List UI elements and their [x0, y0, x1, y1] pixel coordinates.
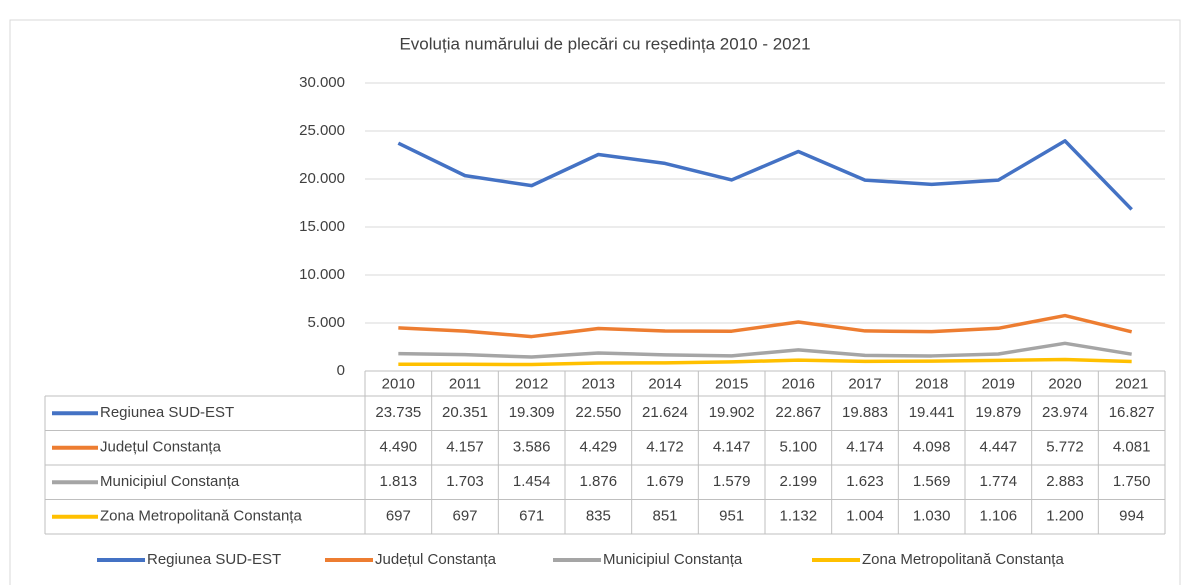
data-label: 23.735: [375, 404, 421, 421]
x-tick-label: 2013: [582, 375, 615, 392]
y-tick-label: 5.000: [307, 314, 345, 331]
data-label: 4.490: [380, 439, 418, 456]
chart-title: Evoluția numărului de plecări cu reședin…: [399, 34, 810, 53]
data-label: 951: [719, 508, 744, 525]
data-label: 1.876: [580, 473, 618, 490]
data-label: 20.351: [442, 404, 488, 421]
data-label: 697: [452, 508, 477, 525]
data-label: 19.309: [509, 404, 555, 421]
row-label: Zona Metropolitană Constanța: [100, 508, 302, 525]
data-label: 4.157: [446, 439, 484, 456]
data-label: 1.454: [513, 473, 551, 490]
data-label: 1.579: [713, 473, 751, 490]
data-label: 19.883: [842, 404, 888, 421]
row-label: Municipiul Constanța: [100, 473, 240, 490]
y-tick-label: 25.000: [299, 122, 345, 139]
legend-label: Județul Constanța: [375, 551, 497, 568]
data-label: 835: [586, 508, 611, 525]
data-label: 1.004: [846, 508, 884, 525]
data-label: 1.106: [980, 508, 1018, 525]
x-tick-label: 2020: [1048, 375, 1081, 392]
series-line: [398, 313, 1133, 339]
legend-label: Zona Metropolitană Constanța: [862, 551, 1064, 568]
data-label: 1.132: [780, 508, 818, 525]
data-label: 22.867: [775, 404, 821, 421]
x-tick-label: 2015: [715, 375, 748, 392]
data-label: 4.447: [980, 439, 1018, 456]
y-tick-label: 0: [337, 362, 345, 379]
y-tick-label: 30.000: [299, 74, 345, 91]
x-tick-label: 2010: [382, 375, 415, 392]
data-label: 19.441: [909, 404, 955, 421]
data-label: 851: [652, 508, 677, 525]
data-label: 4.429: [580, 439, 618, 456]
data-label: 1.774: [980, 473, 1018, 490]
data-label: 1.679: [646, 473, 684, 490]
data-label: 5.772: [1046, 439, 1084, 456]
series-line: [398, 357, 1132, 367]
legend-label: Regiunea SUD-EST: [147, 551, 281, 568]
x-tick-label: 2014: [648, 375, 681, 392]
data-label: 697: [386, 508, 411, 525]
data-label: 2.199: [780, 473, 818, 490]
data-label: 5.100: [780, 439, 818, 456]
data-label: 1.569: [913, 473, 951, 490]
data-label: 671: [519, 508, 544, 525]
data-label: 22.550: [575, 404, 621, 421]
x-tick-label: 2016: [782, 375, 815, 392]
y-tick-label: 20.000: [299, 170, 345, 187]
data-label: 4.081: [1113, 439, 1151, 456]
data-label: 1.200: [1046, 508, 1084, 525]
data-label: 16.827: [1109, 404, 1155, 421]
data-label: 2.883: [1046, 473, 1084, 490]
x-tick-label: 2019: [982, 375, 1015, 392]
data-label: 4.147: [713, 439, 751, 456]
y-tick-label: 10.000: [299, 266, 345, 283]
data-label: 1.623: [846, 473, 884, 490]
x-tick-label: 2021: [1115, 375, 1148, 392]
row-label: Județul Constanța: [100, 439, 222, 456]
data-label: 3.586: [513, 439, 551, 456]
data-label: 23.974: [1042, 404, 1088, 421]
row-label: Regiunea SUD-EST: [100, 404, 234, 421]
x-tick-label: 2011: [449, 375, 481, 392]
data-label: 4.172: [646, 439, 684, 456]
data-label: 1.703: [446, 473, 484, 490]
series-line: [397, 139, 1133, 211]
data-label: 1.813: [380, 473, 418, 490]
data-label: 19.879: [975, 404, 1021, 421]
data-label: 4.098: [913, 439, 951, 456]
data-label: 994: [1119, 508, 1144, 525]
data-label: 1.750: [1113, 473, 1151, 490]
data-label: 1.030: [913, 508, 951, 525]
chart-frame: [9, 19, 1181, 585]
data-label: 21.624: [642, 404, 688, 421]
x-tick-label: 2017: [848, 375, 881, 392]
series-line: [398, 341, 1132, 359]
x-tick-label: 2018: [915, 375, 948, 392]
x-tick-label: 2012: [515, 375, 548, 392]
data-label: 4.174: [846, 439, 884, 456]
y-tick-label: 15.000: [299, 218, 345, 235]
legend-label: Municipiul Constanța: [603, 551, 743, 568]
data-label: 19.902: [709, 404, 755, 421]
